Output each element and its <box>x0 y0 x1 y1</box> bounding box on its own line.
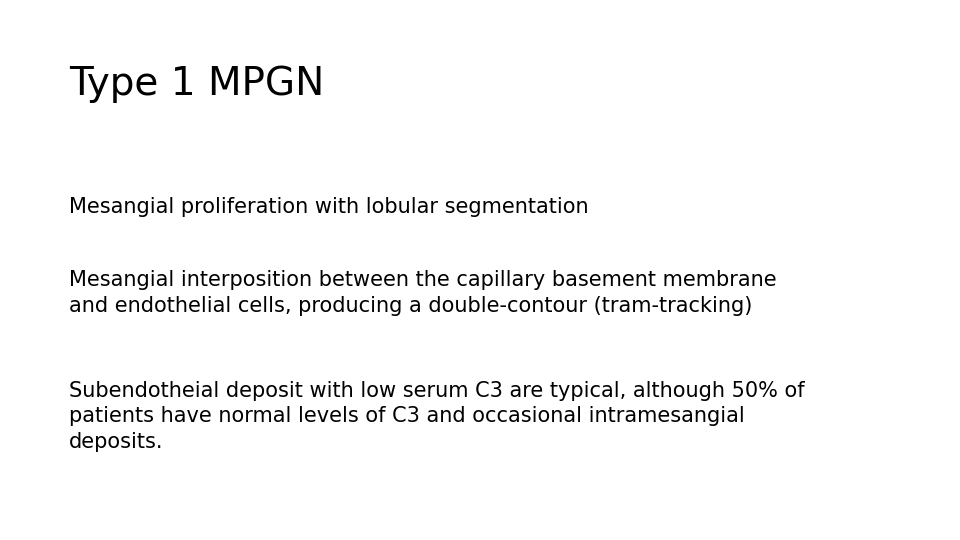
Text: Mesangial interposition between the capillary basement membrane
and endothelial : Mesangial interposition between the capi… <box>69 270 777 315</box>
Text: Type 1 MPGN: Type 1 MPGN <box>69 65 324 103</box>
Text: Mesangial proliferation with lobular segmentation: Mesangial proliferation with lobular seg… <box>69 197 588 217</box>
Text: Subendotheial deposit with low serum C3 are typical, although 50% of
patients ha: Subendotheial deposit with low serum C3 … <box>69 381 804 452</box>
